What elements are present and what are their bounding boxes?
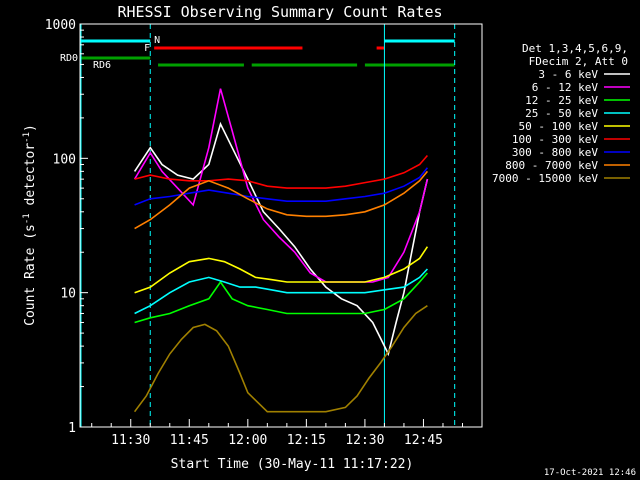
x-axis-label: Start Time (30-May-11 11:17:22) <box>171 457 414 472</box>
x-tick-label: 12:00 <box>228 433 267 448</box>
y-label-sup-1: -1 <box>22 213 32 224</box>
x-tick-label: 11:45 <box>170 433 209 448</box>
axis-ticks: 11:30 11:45 12:00 12:15 12:30 12:45 1 10 100 1000 <box>45 18 463 448</box>
flag-bars: NF RD0 RD6 <box>60 24 456 427</box>
series-line <box>134 272 429 324</box>
y-axis-label: Count Rate (s-1 detector-1) <box>22 124 38 326</box>
series-line <box>133 305 428 413</box>
y-label-sup-2: -1 <box>22 132 32 143</box>
legend-entry-label: 12 - 25 keV <box>525 94 598 107</box>
rd0-flag-label: RD0 <box>60 53 78 64</box>
x-tick-label: 12:15 <box>287 433 326 448</box>
y-label-part-3: ) <box>23 124 38 132</box>
y-tick-label: 100 <box>53 152 76 167</box>
legend-header: FDecim 2, Att 0 <box>529 55 628 68</box>
night-flag-label: N <box>154 35 160 46</box>
y-tick-label: 1 <box>68 421 76 436</box>
rd6-flag-label: RD6 <box>93 60 111 71</box>
legend-entry-label: 800 - 7000 keV <box>505 159 598 172</box>
series-line <box>134 268 428 315</box>
plot-frame <box>79 23 483 428</box>
y-tick-label: 10 <box>60 287 76 302</box>
series-line <box>134 246 429 294</box>
legend-entry-label: 3 - 6 keV <box>538 68 598 81</box>
y-label-part-1: Count Rate (s <box>23 224 38 326</box>
y-tick-label: 1000 <box>45 18 76 33</box>
series-line <box>134 170 429 230</box>
legend-entry-label: 25 - 50 keV <box>525 107 598 120</box>
legend-entry-label: 6 - 12 keV <box>532 81 599 94</box>
x-tick-label: 12:45 <box>404 433 443 448</box>
generation-timestamp: 17-Oct-2021 12:46 <box>544 468 636 478</box>
series-line <box>133 121 429 357</box>
legend-entry-label: 100 - 300 keV <box>512 133 598 146</box>
legend: Det 1,3,4,5,6,9,FDecim 2, Att 03 - 6 keV… <box>492 42 630 185</box>
x-tick-label: 12:30 <box>345 433 384 448</box>
series-layer <box>133 88 429 413</box>
series-line <box>134 154 429 189</box>
y-label-part-2: detector <box>23 143 38 214</box>
legend-header: Det 1,3,4,5,6,9, <box>522 42 628 55</box>
legend-entry-label: 7000 - 15000 keV <box>492 172 598 185</box>
legend-entry-label: 300 - 800 keV <box>512 146 598 159</box>
legend-entry-label: 50 - 100 keV <box>519 120 599 133</box>
x-tick-label: 11:30 <box>111 433 150 448</box>
flare-flag-label: F <box>144 43 150 54</box>
chart-title: RHESSI Observing Summary Count Rates <box>117 3 442 21</box>
